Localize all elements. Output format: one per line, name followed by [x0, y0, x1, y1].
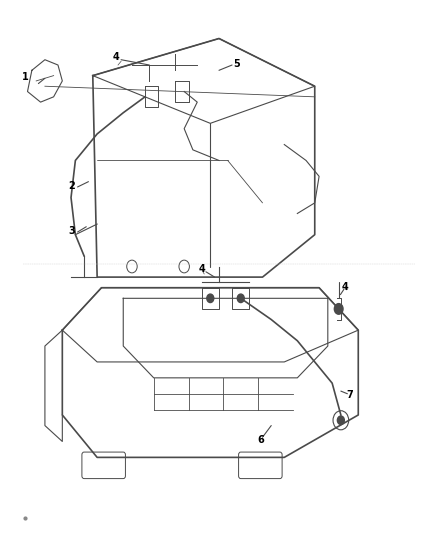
Text: 1: 1: [22, 72, 29, 82]
Text: 3: 3: [68, 226, 75, 236]
Circle shape: [237, 294, 244, 303]
Text: 5: 5: [233, 59, 240, 69]
Text: 4: 4: [342, 281, 349, 292]
Text: 4: 4: [198, 264, 205, 274]
Text: 7: 7: [346, 390, 353, 400]
Circle shape: [334, 304, 343, 314]
Text: 4: 4: [113, 52, 119, 62]
Circle shape: [207, 294, 214, 303]
Text: 6: 6: [257, 435, 264, 446]
Circle shape: [337, 416, 344, 424]
Text: 2: 2: [68, 181, 75, 191]
